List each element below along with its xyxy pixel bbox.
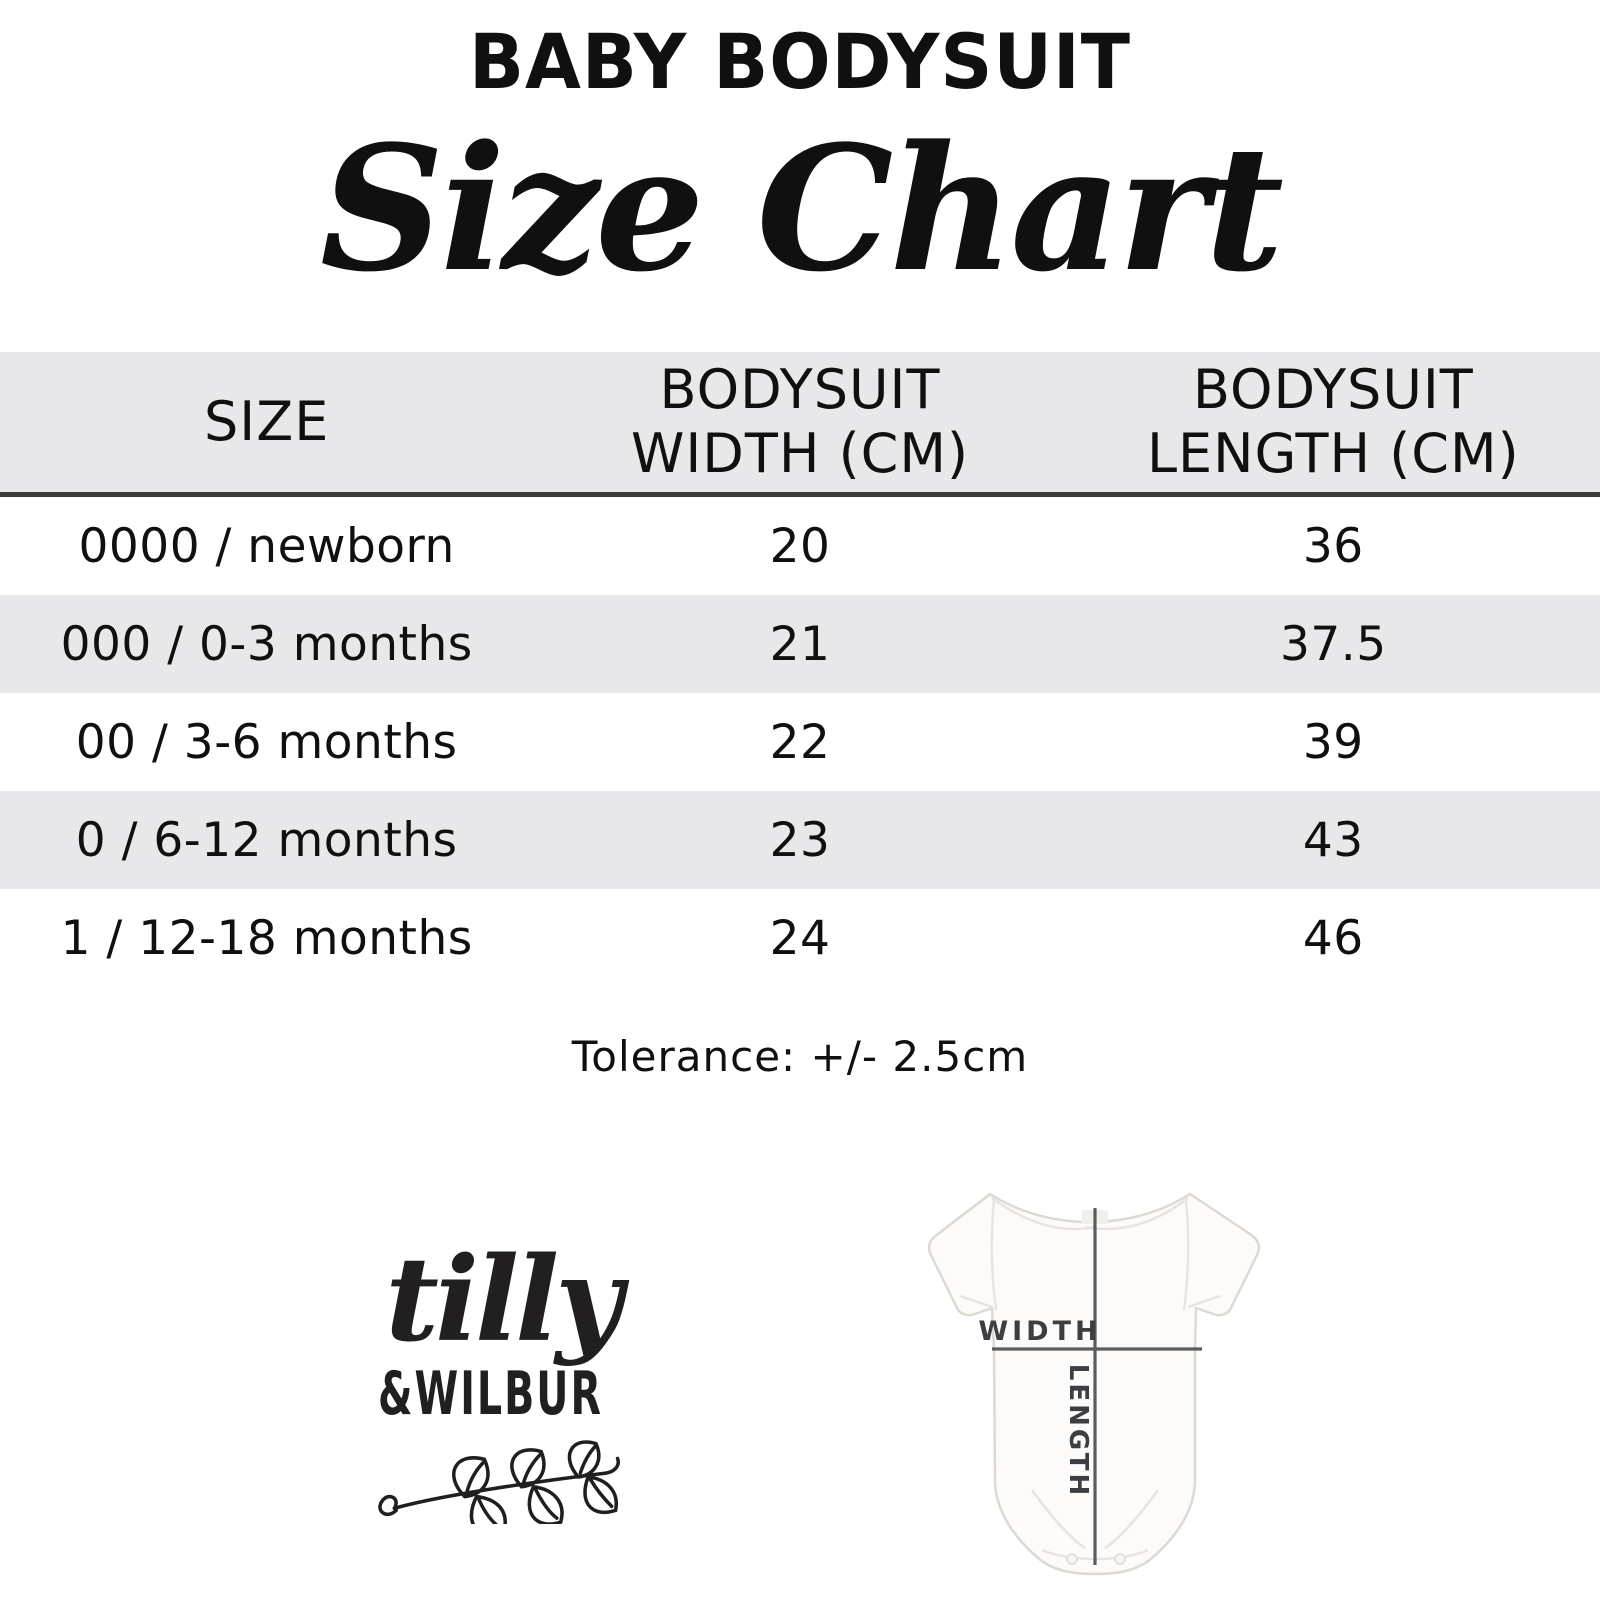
size-cell: 0 / 6-12 months <box>75 812 458 868</box>
size-table: SIZE BODYSUIT WIDTH (CM) BODYSUIT LENGTH… <box>0 352 1600 987</box>
size-cell: 000 / 0-3 months <box>60 616 473 672</box>
tolerance-note: Tolerance: +/- 2.5cm <box>571 1032 1029 1081</box>
table-header-row: SIZE BODYSUIT WIDTH (CM) BODYSUIT LENGTH… <box>0 352 1600 497</box>
width-cell: 21 <box>769 616 831 672</box>
table-row: 0 / 6-12 months 23 43 <box>0 791 1600 889</box>
brand-logo: tilly &WILBUR <box>362 1232 642 1524</box>
column-header-length: BODYSUIT LENGTH (CM) <box>1146 358 1520 485</box>
length-cell: 43 <box>1302 812 1364 868</box>
table-row: 000 / 0-3 months 21 37.5 <box>0 595 1600 693</box>
width-label: WIDTH <box>978 1316 1101 1347</box>
snap-button <box>1114 1553 1126 1565</box>
column-header-width: BODYSUIT WIDTH (CM) <box>630 358 970 485</box>
size-cell: 1 / 12-18 months <box>60 910 473 966</box>
length-label: LENGTH <box>1063 1364 1093 1498</box>
length-cell: 39 <box>1302 714 1364 770</box>
brand-name-script: tilly <box>385 1232 622 1368</box>
width-cell: 24 <box>769 910 831 966</box>
column-header-size: SIZE <box>204 390 330 454</box>
table-row: 0000 / newborn 20 36 <box>0 497 1600 595</box>
snap-button <box>1066 1553 1078 1565</box>
size-cell: 0000 / newborn <box>78 518 455 574</box>
table-row: 1 / 12-18 months 24 46 <box>0 889 1600 987</box>
page-title: BABY BODYSUIT <box>469 17 1131 106</box>
length-cell: 37.5 <box>1279 616 1387 672</box>
table-body: 0000 / newborn 20 36 000 / 0-3 months 21… <box>0 497 1600 987</box>
width-cell: 22 <box>769 714 831 770</box>
page-subtitle: Size Chart <box>319 107 1284 310</box>
width-cell: 20 <box>769 518 831 574</box>
size-cell: 00 / 3-6 months <box>75 714 458 770</box>
length-cell: 46 <box>1302 910 1364 966</box>
laurel-branch-icon <box>378 1440 620 1524</box>
width-cell: 23 <box>769 812 831 868</box>
length-cell: 36 <box>1302 518 1364 574</box>
brand-name-caps: &WILBUR <box>377 1358 603 1429</box>
bodysuit-diagram: WIDTH LENGTH <box>880 1150 1300 1600</box>
table-row: 00 / 3-6 months 22 39 <box>0 693 1600 791</box>
